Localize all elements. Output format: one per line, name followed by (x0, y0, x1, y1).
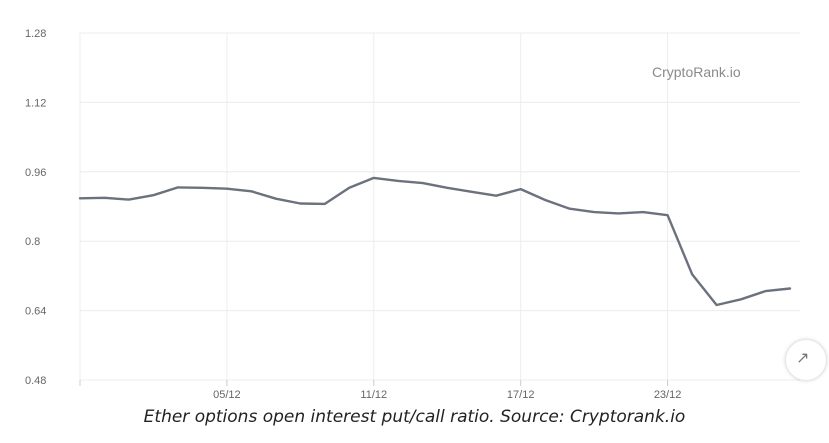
data-point (715, 304, 717, 306)
y-tick-label: 0.8 (25, 236, 40, 248)
data-point (519, 188, 521, 190)
data-point (103, 197, 105, 199)
scroll-button[interactable]: ↗ (786, 340, 826, 380)
data-point (789, 287, 791, 289)
data-point (544, 199, 546, 201)
x-tick-label: 23/12 (654, 389, 682, 401)
y-tick-label: 1.28 (25, 28, 46, 40)
x-tick-label: 17/12 (507, 389, 535, 401)
data-point (324, 203, 326, 205)
y-tick-label: 0.64 (25, 306, 46, 318)
series (78, 176, 792, 307)
data-point (201, 187, 203, 189)
data-point (495, 194, 497, 196)
data-point (299, 202, 301, 204)
grid (79, 32, 800, 381)
data-point (642, 211, 644, 213)
data-point (79, 197, 81, 199)
data-point (691, 273, 693, 275)
arrow-icon: ↗ (796, 348, 810, 367)
data-point (740, 298, 742, 300)
data-point (152, 194, 154, 196)
tick-labels: 0.48 0.64 0.8 0.96 1.12 1.28 05/12 11/12 17/12 23… (25, 28, 681, 401)
data-point (568, 207, 570, 209)
data-point (373, 177, 375, 179)
data-point (617, 212, 619, 214)
y-tick-label: 0.48 (25, 375, 46, 387)
data-point (128, 198, 130, 200)
y-tick-label: 0.96 (25, 167, 46, 179)
data-point (593, 211, 595, 213)
figure-caption: Ether options open interest put/call rat… (143, 407, 686, 427)
data-point (177, 186, 179, 188)
data-point (422, 182, 424, 184)
data-point (446, 187, 448, 189)
data-point (250, 190, 252, 192)
y-tick-label: 1.12 (25, 97, 46, 109)
data-point (226, 188, 228, 190)
watermark: CryptoRank.io (652, 64, 741, 80)
x-tick-label: 11/12 (360, 389, 387, 401)
series-line (78, 176, 792, 307)
data-point (275, 197, 277, 199)
data-point (471, 191, 473, 193)
data-point (348, 187, 350, 189)
axes (79, 380, 669, 386)
data-point (397, 180, 399, 182)
data-point (666, 214, 668, 216)
x-tick-label: 05/12 (213, 389, 241, 401)
data-point (764, 290, 766, 292)
